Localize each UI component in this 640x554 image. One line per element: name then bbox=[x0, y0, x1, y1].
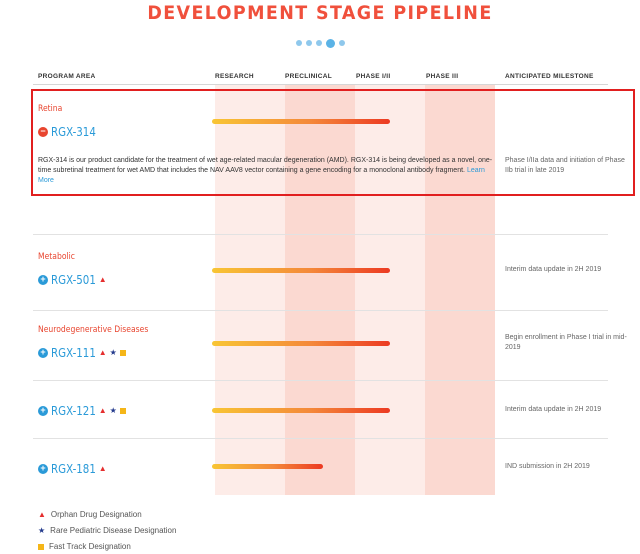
program-name[interactable]: RGX-314 bbox=[51, 124, 96, 139]
milestone-text: Interim data update in 2H 2019 bbox=[505, 406, 602, 413]
carousel-dot[interactable] bbox=[338, 40, 345, 46]
learn-more-link[interactable]: Learn More bbox=[38, 167, 485, 184]
row-divider bbox=[33, 438, 608, 439]
fast-track-icon bbox=[119, 349, 126, 356]
row-divider bbox=[33, 234, 608, 235]
expand-icon[interactable]: + bbox=[38, 463, 48, 474]
orphan-drug-icon: ▲ bbox=[38, 509, 46, 519]
orphan-drug-icon: ▲ bbox=[98, 463, 107, 473]
program-area-label: Neurodegenerative Diseases bbox=[38, 325, 149, 335]
preclinical-column-bg bbox=[285, 85, 355, 495]
row-divider bbox=[33, 380, 608, 381]
milestone-text: IND submission in 2H 2019 bbox=[505, 463, 590, 470]
orphan-drug-icon: ▲ bbox=[98, 405, 107, 415]
program-row-rgx-121[interactable]: + RGX-121 ▲ ★ bbox=[38, 403, 126, 418]
page-title: DEVELOPMENT STAGE PIPELINE bbox=[147, 2, 493, 24]
header-research: RESEARCH bbox=[215, 73, 254, 80]
carousel-dot-active[interactable] bbox=[325, 38, 335, 48]
milestone-text: Phase I/IIa data and initiation of Phase… bbox=[505, 157, 625, 174]
program-name[interactable]: RGX-111 bbox=[51, 345, 96, 360]
phase-3-column-bg bbox=[425, 85, 495, 495]
program-row-rgx-181[interactable]: + RGX-181 ▲ bbox=[38, 461, 107, 476]
rare-pediatric-icon: ★ bbox=[109, 347, 117, 357]
legend-orphan: ▲ Orphan Drug Designation bbox=[38, 509, 142, 519]
fast-track-icon bbox=[38, 543, 44, 550]
header-milestone: ANTICIPATED MILESTONE bbox=[505, 73, 594, 80]
program-description: RGX-314 is our product candidate for the… bbox=[38, 157, 493, 184]
research-column-bg bbox=[215, 85, 285, 495]
program-row-rgx-314[interactable]: − RGX-314 bbox=[38, 124, 96, 139]
program-area-label: Metabolic bbox=[38, 252, 75, 262]
legend-rare-pediatric: ★ Rare Pediatric Disease Designation bbox=[38, 525, 177, 535]
header-divider bbox=[33, 84, 608, 85]
program-area-label: Retina bbox=[38, 104, 63, 114]
orphan-drug-icon: ▲ bbox=[98, 274, 107, 284]
progress-bar bbox=[212, 341, 390, 346]
expand-icon[interactable]: + bbox=[38, 347, 48, 358]
progress-bar bbox=[212, 464, 323, 469]
expand-icon[interactable]: + bbox=[38, 274, 48, 285]
carousel-dot[interactable] bbox=[295, 40, 302, 46]
rare-pediatric-icon: ★ bbox=[109, 405, 117, 415]
header-phase-3: PHASE III bbox=[426, 73, 459, 80]
orphan-drug-icon: ▲ bbox=[98, 347, 107, 357]
progress-bar bbox=[212, 408, 390, 413]
carousel-dots bbox=[0, 37, 640, 49]
program-name[interactable]: RGX-501 bbox=[51, 272, 96, 287]
row-divider bbox=[33, 310, 608, 311]
progress-bar bbox=[212, 119, 390, 124]
program-row-rgx-501[interactable]: + RGX-501 ▲ bbox=[38, 272, 107, 287]
milestone-text: Interim data update in 2H 2019 bbox=[505, 266, 602, 273]
rare-pediatric-icon: ★ bbox=[38, 525, 46, 535]
program-name[interactable]: RGX-181 bbox=[51, 461, 96, 476]
fast-track-icon bbox=[119, 407, 126, 414]
header-program-area: PROGRAM AREA bbox=[38, 73, 96, 80]
header-preclinical: PRECLINICAL bbox=[285, 73, 332, 80]
legend-fast-track: Fast Track Designation bbox=[38, 542, 131, 551]
header-phase-1-2: PHASE I/II bbox=[356, 73, 391, 80]
milestone-text: Begin enrollment in Phase I trial in mid… bbox=[505, 334, 627, 351]
phase-1-2-column-bg bbox=[355, 85, 425, 495]
carousel-dot[interactable] bbox=[315, 40, 322, 46]
expand-icon[interactable]: + bbox=[38, 405, 48, 416]
selection-highlight bbox=[31, 89, 635, 196]
program-name[interactable]: RGX-121 bbox=[51, 403, 96, 418]
progress-bar bbox=[212, 268, 390, 273]
program-row-rgx-111[interactable]: + RGX-111 ▲ ★ bbox=[38, 345, 126, 360]
carousel-dot[interactable] bbox=[305, 40, 312, 46]
collapse-icon[interactable]: − bbox=[38, 126, 48, 137]
